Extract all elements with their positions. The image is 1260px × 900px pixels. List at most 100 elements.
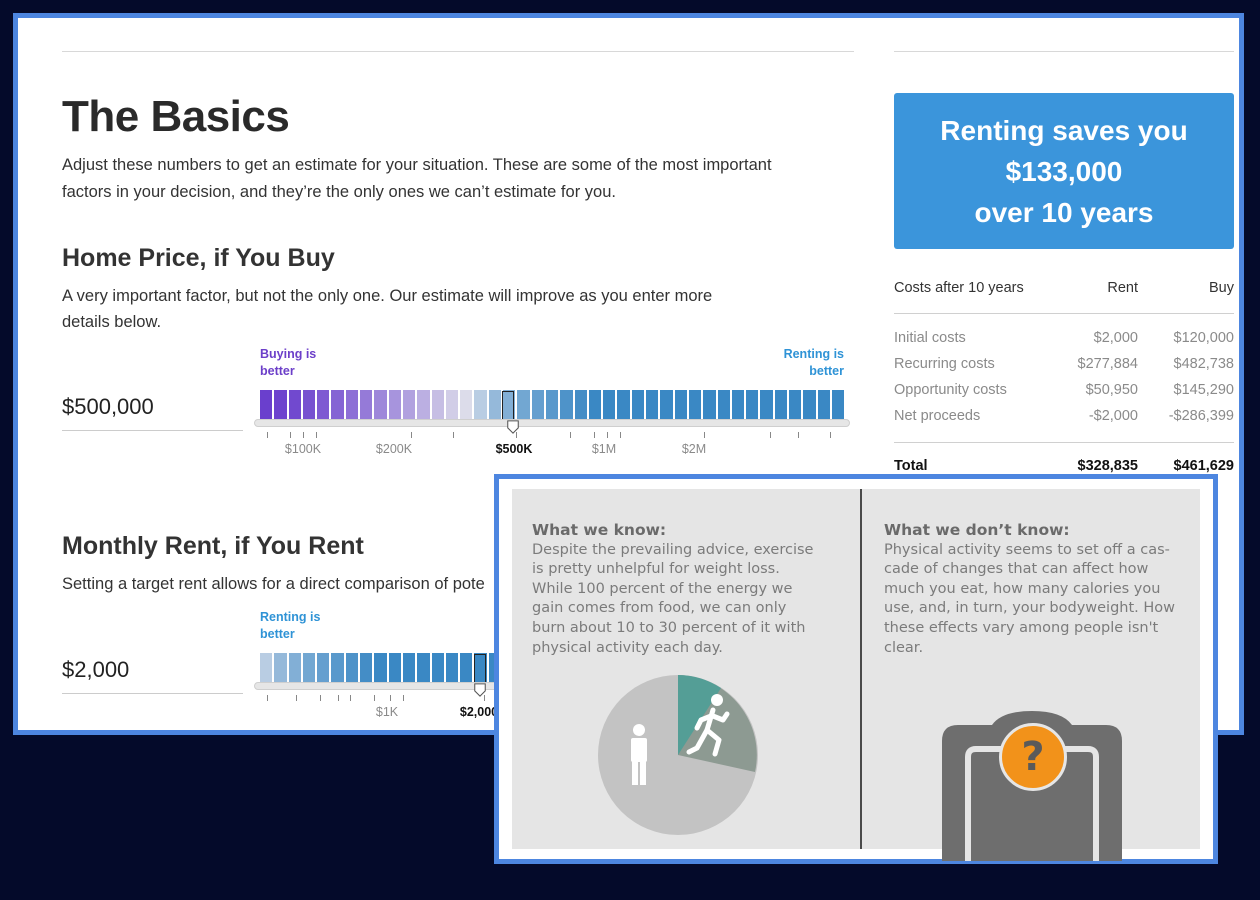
tick-label-1m: $1M (591, 442, 617, 456)
scale-cell (388, 653, 401, 685)
total-buy-value: $461,629 (1173, 458, 1234, 474)
row-rent-value: $277,884 (1077, 356, 1138, 372)
home-price-description: A very important factor, but not the onl… (62, 287, 713, 331)
what-we-know-line: burn about 10 to 30 percent of it with (532, 619, 806, 636)
what-we-know-line: gain comes from food, we can only (532, 600, 787, 617)
scale-cell (660, 390, 673, 422)
scale-cell (474, 653, 487, 685)
tick-label-2m: $2M (681, 442, 707, 456)
table-total-row: Total $328,835 $461,629 (894, 458, 1234, 480)
scale-cell (417, 653, 430, 685)
infographic-panel: What we know: Despite the prevailing adv… (512, 489, 1200, 861)
slider-tick (320, 695, 321, 701)
slider-tick (350, 695, 351, 701)
monthly-rent-selected-cell (474, 654, 486, 684)
table-row: Opportunity costs $50,950 $145,290 (894, 382, 1234, 404)
slider-tick (830, 432, 831, 438)
home-price-color-scale (260, 390, 845, 422)
scale-cell (588, 390, 602, 422)
monthly-rent-input[interactable]: $2,000 (62, 657, 243, 694)
top-divider-right (894, 51, 1234, 52)
scale-cell (545, 390, 559, 422)
savings-summary-box: Renting saves you $133,000 over 10 years (894, 93, 1234, 249)
what-we-dont-know-line: much you eat, how many calories you (884, 580, 1161, 597)
pie-slice-activity-highlight (678, 675, 721, 755)
monthly-rent-slider-thumb[interactable] (473, 683, 487, 697)
running-person-head-icon (711, 694, 723, 706)
scale-cell (374, 390, 387, 422)
what-we-know-line: Despite the prevailing advice, exercise (532, 541, 814, 558)
scale-cell (260, 390, 273, 422)
row-buy-value: -$286,399 (1168, 408, 1234, 424)
home-price-slider-track[interactable] (254, 419, 850, 427)
scale-cell (260, 653, 273, 685)
what-we-dont-know-section: What we don’t know: Physical activity se… (884, 521, 1189, 658)
slider-tick (390, 695, 391, 701)
scale-cell (331, 653, 344, 685)
what-we-know-line: While 100 percent of the energy we (532, 580, 793, 597)
slider-tick (770, 432, 771, 438)
scale-cell (531, 390, 544, 422)
costs-table-header: Costs after 10 years Rent Buy (894, 280, 1234, 302)
calculator-screenshot: The Basics Adjust these numbers to get a… (13, 13, 1244, 735)
row-buy-value: $145,290 (1173, 382, 1234, 398)
scale-cell (460, 653, 473, 685)
slider-tick (484, 695, 485, 701)
buying-better-label: Buying is better (260, 347, 317, 378)
scale-cell (488, 390, 502, 422)
scale-cell (288, 390, 301, 422)
slider-tick (267, 695, 268, 701)
scale-cell (617, 390, 630, 422)
slider-tick (296, 695, 297, 701)
infographic-frame: What we know: Despite the prevailing adv… (499, 479, 1213, 861)
what-we-dont-know-title: What we don’t know: (884, 521, 1070, 539)
savings-period: over 10 years (974, 196, 1154, 228)
scale-cell (503, 390, 516, 422)
slider-tick (570, 432, 571, 438)
what-we-dont-know-line: cade of changes that can affect how (884, 561, 1149, 578)
scale-cell (402, 653, 416, 685)
slider-tick (620, 432, 621, 438)
question-mark-icon: ? (999, 723, 1067, 791)
scale-cell (402, 390, 416, 422)
slider-tick (267, 432, 268, 438)
scale-cell (345, 653, 359, 685)
infographic-screenshot: What we know: Despite the prevailing adv… (494, 474, 1218, 864)
slider-tick (374, 695, 375, 701)
what-we-dont-know-line: use, and, in turn, your bodyweight. How (884, 600, 1176, 617)
home-price-slider-thumb[interactable] (506, 420, 520, 434)
slider-tick (290, 432, 291, 438)
monthly-rent-description: Setting a target rent allows for a direc… (62, 575, 485, 593)
page-title: The Basics (62, 92, 290, 141)
what-we-know-title: What we know: (532, 521, 667, 539)
row-label: Opportunity costs (894, 382, 1007, 398)
scale-cell (345, 390, 359, 422)
top-divider-left (62, 51, 854, 52)
slider-tick (607, 432, 608, 438)
scale-cell (431, 653, 444, 685)
tick-label-2000: $2,000 (459, 705, 499, 719)
slider-tick (453, 432, 454, 438)
scale-cell (817, 390, 830, 422)
table-divider (894, 313, 1234, 314)
scale-cell (317, 390, 330, 422)
what-we-know-line: is pretty unhelpful for weight loss. (532, 561, 780, 578)
scale-cell (646, 390, 659, 422)
row-buy-value: $482,738 (1173, 356, 1234, 372)
home-price-input[interactable]: $500,000 (62, 394, 243, 431)
row-label: Recurring costs (894, 356, 995, 372)
what-we-know-line: physical activity each day. (532, 639, 723, 656)
scale-cell (674, 390, 687, 422)
scale-cell (302, 390, 316, 422)
total-rent-value: $328,835 (1077, 458, 1138, 474)
scale-cell (331, 390, 344, 422)
scale-cell (274, 390, 287, 422)
slider-tick (411, 432, 412, 438)
what-we-dont-know-line: clear. (884, 639, 924, 656)
scale-cell (474, 390, 487, 422)
home-price-heading: Home Price, if You Buy (62, 244, 335, 272)
scale-cell (603, 390, 616, 422)
scale-cell (374, 653, 387, 685)
renting-better-label-rent: Renting is better (260, 610, 321, 641)
scale-cell (360, 653, 373, 685)
